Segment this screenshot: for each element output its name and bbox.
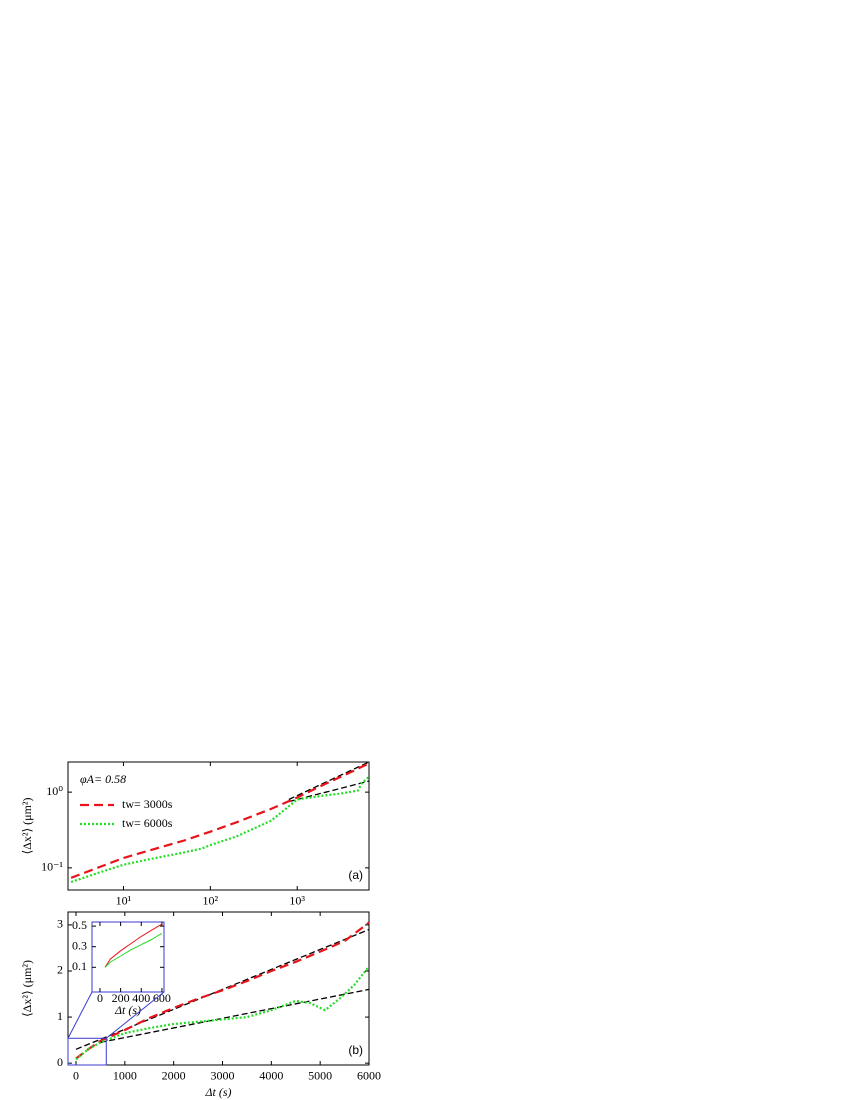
zoom-connector [105,991,165,1039]
data-line [70,762,370,879]
y-tick-label: 0.1 [72,959,87,973]
x-tick-label: 0 [97,991,103,1005]
x-tick-label: 10¹ [116,893,132,907]
y-tick-label: 0.5 [72,918,87,932]
y-tick-label: 1 [57,1009,63,1023]
legend-label: tw= 6000s [122,816,173,830]
inset-frame [91,921,165,993]
x-tick-label: 600 [153,991,171,1005]
x-tick-label: 6000 [357,1068,381,1082]
y-axis-label: ⟨Δx²⟩ (μm²) [20,797,34,854]
panel-label: (a) [348,868,363,882]
x-tick-label: 0 [73,1068,79,1082]
x-axis-label: Δt (s) [114,1003,141,1017]
fit-line [288,761,370,801]
x-tick-label: 5000 [308,1068,332,1082]
panel-title: φA= 0.58 [80,772,126,786]
fit-line [100,988,370,1044]
data-line [75,921,370,1060]
zoom-connector [67,991,93,1039]
legend-label: tw= 3000s [122,797,173,811]
x-tick-label: 2000 [162,1068,186,1082]
x-tick-label: 200 [112,991,130,1005]
y-tick-label: 0 [57,1055,63,1069]
y-tick-label: 2 [57,963,63,977]
x-axis-label: Δt (s) [204,1085,231,1099]
data-line [104,932,163,968]
x-tick-label: 10² [203,893,219,907]
x-tick-label: 3000 [211,1068,235,1082]
data-line [104,923,163,968]
y-tick-label: 0.3 [72,938,87,952]
plot-frame [67,911,370,1066]
x-tick-label: 400 [132,991,150,1005]
x-tick-label: 10³ [289,893,305,907]
y-axis-label: ⟨Δx²⟩ (μm²) [20,960,34,1017]
x-tick-label: 4000 [259,1068,283,1082]
plot-frame [67,761,370,891]
fit-line [288,780,370,803]
zoom-region [67,1037,107,1066]
panel-label: (b) [348,1043,363,1057]
y-tick-label: 3 [57,917,63,931]
y-tick-label: 10⁰ [46,784,63,798]
data-line [70,775,370,884]
y-tick-label: 10⁻¹ [41,860,63,874]
x-tick-label: 1000 [113,1068,137,1082]
